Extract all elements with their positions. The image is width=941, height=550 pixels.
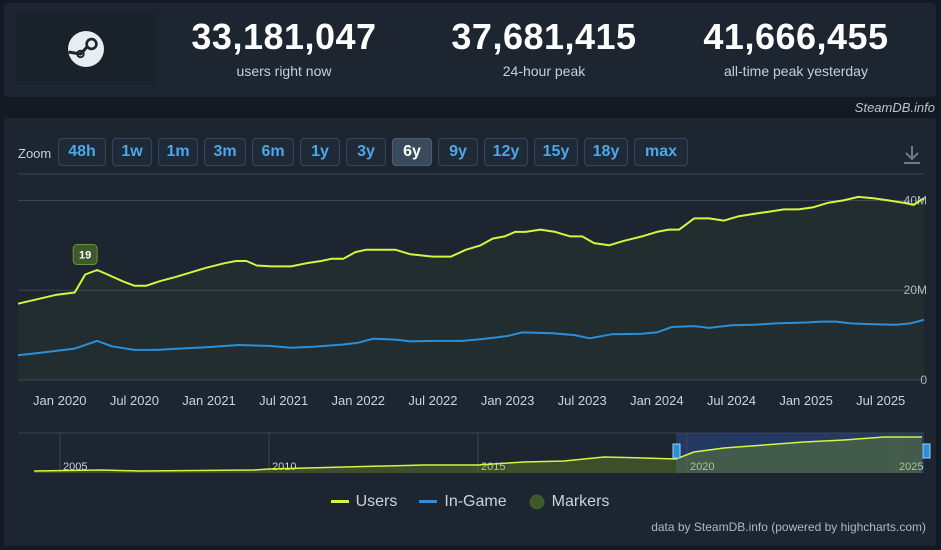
stat-all-time-peak: 41,666,455 all-time peak yesterday <box>686 16 906 80</box>
x-tick-label: Jan 2021 <box>182 393 236 408</box>
in-game-line-icon <box>419 500 438 503</box>
legend-label: Markers <box>551 493 610 510</box>
zoom-button-6m[interactable]: 6m <box>252 138 294 166</box>
stat-24h-peak: 37,681,415 24-hour peak <box>434 16 654 80</box>
stat-label: all-time peak yesterday <box>724 63 868 79</box>
navigator-handle-right[interactable] <box>922 443 931 459</box>
x-tick-label: Jul 2025 <box>856 393 905 408</box>
chart-panel: Zoom 48h 1w 1m 3m 6m 1y 3y 6y 9y 12y 15y 18y max 0 20… <box>4 118 936 546</box>
x-tick-label: Jan 2025 <box>779 393 833 408</box>
zoom-button-max[interactable]: max <box>634 138 688 166</box>
stat-value: 41,666,455 <box>703 16 889 57</box>
x-tick-label: Jan 2024 <box>630 393 684 408</box>
navigator-area <box>34 437 922 473</box>
stat-label: 24-hour peak <box>502 63 586 79</box>
x-tick-label: Jul 2024 <box>707 393 756 408</box>
legend-item-in-game[interactable]: In-Game <box>419 493 507 511</box>
zoom-button-1y[interactable]: 1y <box>300 138 340 166</box>
y-tick-label: 0 <box>920 373 927 387</box>
steam-logo[interactable] <box>16 13 156 85</box>
download-icon[interactable] <box>902 144 922 166</box>
in-game-line[interactable] <box>17 318 925 357</box>
marker-circle-icon <box>529 494 545 510</box>
stat-value: 37,681,415 <box>451 16 637 57</box>
zoom-button-15y[interactable]: 15y <box>534 138 578 166</box>
x-tick-label: Jul 2020 <box>110 393 159 408</box>
credits: data by SteamDB.info (powered by highcha… <box>651 520 926 534</box>
zoom-button-3y[interactable]: 3y <box>346 138 386 166</box>
zoom-button-6y[interactable]: 6y <box>392 138 432 166</box>
navigator-handle-left[interactable] <box>672 443 681 459</box>
users-line-icon <box>330 500 349 503</box>
users-area <box>18 196 924 380</box>
users-line[interactable] <box>17 195 925 305</box>
legend-item-markers[interactable]: Markers <box>529 493 610 511</box>
navigator-tick-label: 2010 <box>272 461 296 473</box>
x-tick-label: Jul 2021 <box>259 393 308 408</box>
zoom-button-1w[interactable]: 1w <box>112 138 152 166</box>
zoom-button-9y[interactable]: 9y <box>438 138 478 166</box>
stat-label: users right now <box>236 63 332 79</box>
stats-bar: 33,181,047 users right now 37,681,415 24… <box>4 3 936 97</box>
legend-label: Users <box>355 493 398 510</box>
zoom-button-3m[interactable]: 3m <box>204 138 246 166</box>
y-tick-label: 20M <box>904 283 927 297</box>
navigator-line <box>33 436 922 472</box>
x-tick-label: Jan 2020 <box>33 393 87 408</box>
navigator-tick-label: 2020 <box>690 461 714 473</box>
zoom-button-18y[interactable]: 18y <box>584 138 628 166</box>
marker-flag[interactable] <box>72 244 98 266</box>
x-tick-label: Jan 2023 <box>481 393 535 408</box>
zoom-button-48h[interactable]: 48h <box>58 138 106 166</box>
marker-label: 19 <box>79 250 91 262</box>
stat-value: 33,181,047 <box>191 16 377 57</box>
zoom-button-1m[interactable]: 1m <box>158 138 198 166</box>
stat-users-now: 33,181,047 users right now <box>174 16 394 80</box>
legend-label: In-Game <box>444 493 507 510</box>
legend: Users In-Game Markers <box>4 493 936 511</box>
navigator-selection[interactable] <box>676 433 924 473</box>
x-tick-label: Jan 2022 <box>332 393 386 408</box>
x-tick-label: Jul 2023 <box>558 393 607 408</box>
x-tick-label: Jul 2022 <box>408 393 457 408</box>
zoom-button-12y[interactable]: 12y <box>484 138 528 166</box>
watermark: SteamDB.info <box>854 100 935 115</box>
steam-logo-icon <box>68 31 104 67</box>
zoom-label: Zoom <box>18 146 52 161</box>
navigator-tick-label: 2025 <box>899 461 923 473</box>
legend-item-users[interactable]: Users <box>330 493 398 511</box>
